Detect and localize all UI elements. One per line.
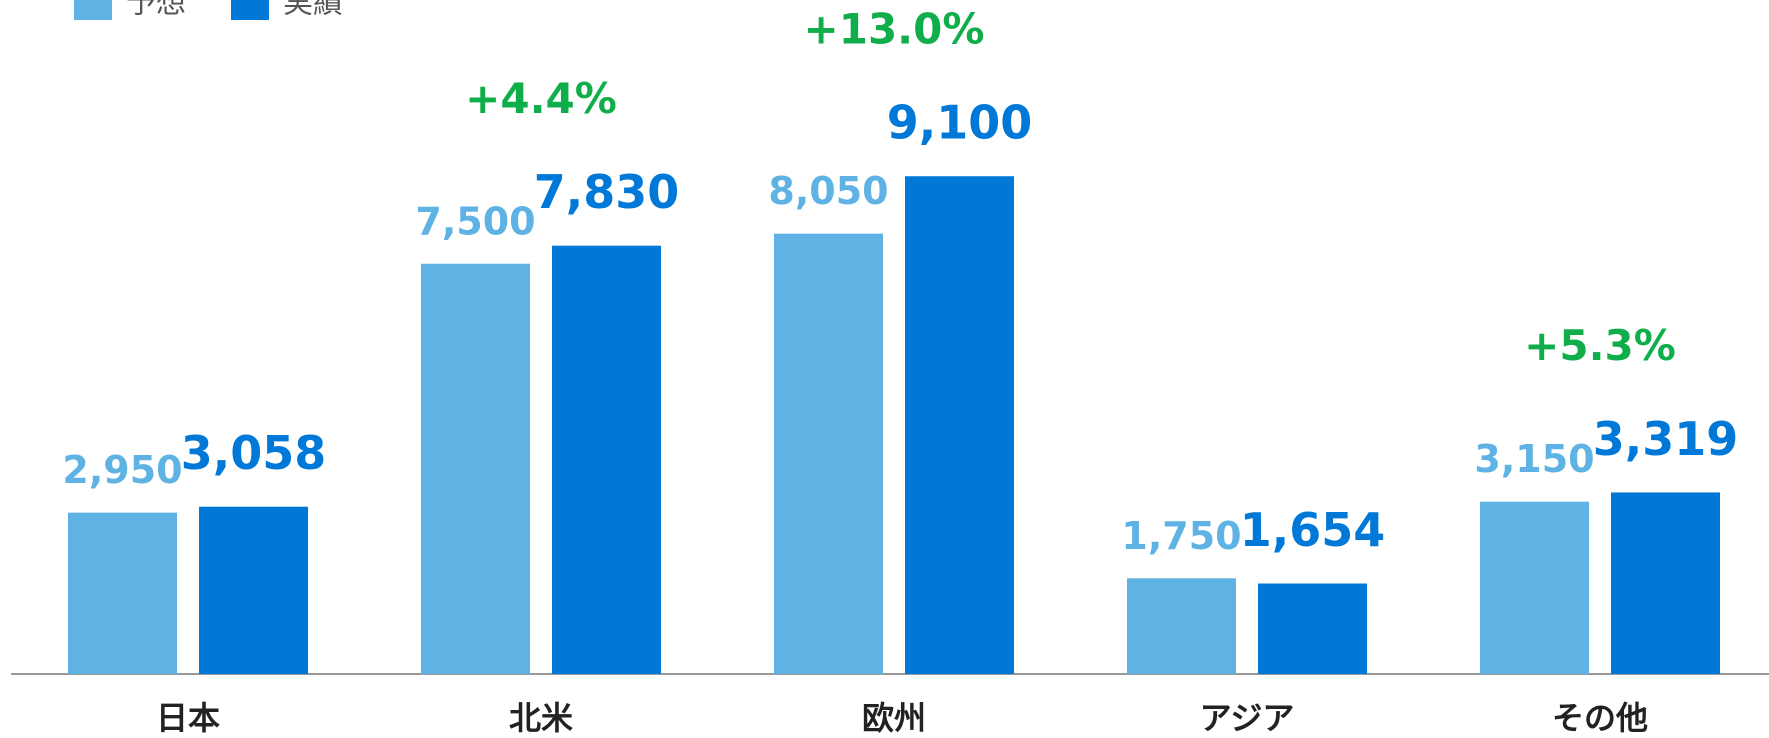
value-label: 7,830 [534,165,680,219]
bar [1258,583,1367,674]
value-label: 3,150 [1474,437,1594,481]
value-label: 1,750 [1121,514,1241,558]
bar [1480,501,1589,674]
x-tick-label: 日本 [156,699,220,737]
value-label: 2,950 [62,448,182,492]
x-tick-label: その他 [1552,699,1648,737]
value-label: 8,050 [768,169,888,213]
x-tick-label: アジア [1200,699,1295,737]
annotation: +4.4% [465,74,617,123]
x-tick-label: 欧州 [862,699,926,737]
bar [774,233,883,675]
legend-swatch [231,0,269,20]
x-tick-label: 北米 [509,699,573,737]
value-label: 7,500 [415,199,535,243]
value-label: 3,319 [1593,412,1739,466]
bar [199,506,308,674]
legend-label: 予想 [126,0,186,21]
annotation: +5.3% [1524,321,1676,370]
bar [421,263,530,674]
annotation: +13.0% [804,5,985,54]
value-label: 9,100 [887,96,1033,150]
bar [1127,578,1236,674]
value-label: 3,058 [181,426,327,480]
legend-swatch [74,0,112,20]
bar [68,512,177,674]
bar [1611,492,1720,674]
value-label: 1,654 [1240,503,1386,557]
bar [552,245,661,674]
bar [905,176,1014,675]
legend-label: 実績 [283,0,343,21]
